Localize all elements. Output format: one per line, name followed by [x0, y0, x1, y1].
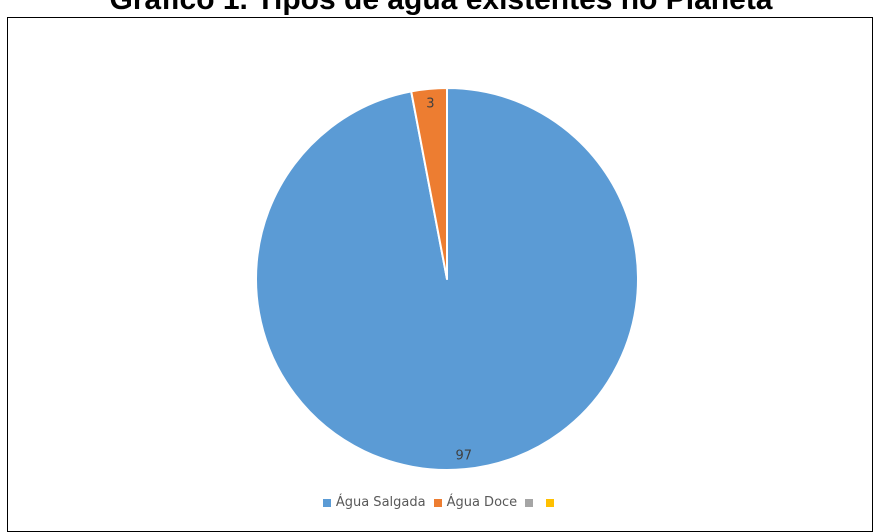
legend-item-4: [546, 498, 559, 507]
data-label-1: 97: [455, 449, 472, 464]
legend-swatch-3: [525, 498, 534, 507]
legend-item-3: [525, 498, 538, 507]
data-label-2: 3: [426, 96, 434, 111]
chart-legend: Água Salgada Água Doce: [0, 495, 882, 510]
legend-swatch-1: [322, 498, 331, 507]
legend-label-1: Água Salgada: [335, 495, 426, 510]
legend-item-2: Água Doce: [433, 495, 518, 510]
legend-item-1: Água Salgada: [322, 495, 426, 510]
legend-swatch-4: [546, 498, 555, 507]
legend-label-2: Água Doce: [446, 495, 518, 510]
legend-swatch-2: [433, 498, 442, 507]
chart-title: Gráfico 1. Tipos de água existentes no P…: [0, 0, 882, 18]
pie-slice-2: [410, 87, 448, 280]
